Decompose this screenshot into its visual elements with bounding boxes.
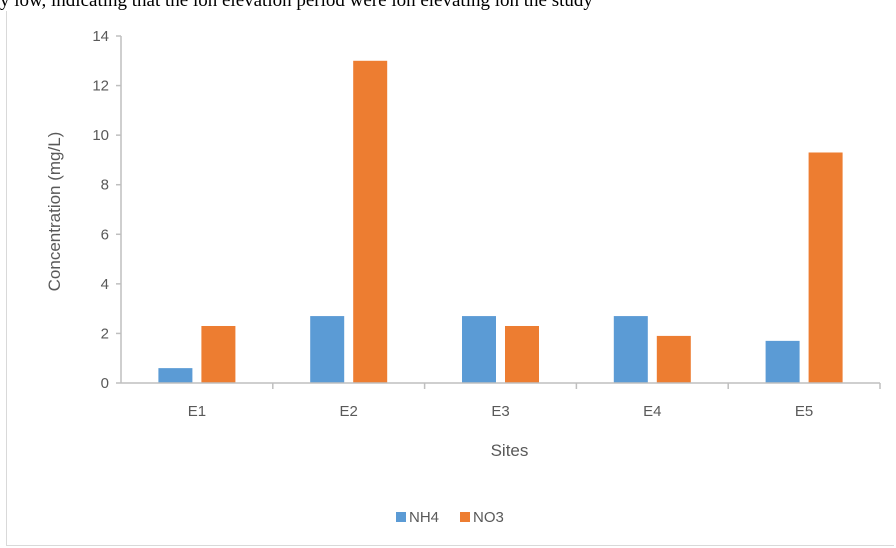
y-tick-label: 6 — [101, 226, 109, 243]
y-tick-label: 12 — [92, 78, 109, 95]
bar-nh4-e1 — [158, 368, 193, 383]
legend-swatch-nh4 — [396, 512, 406, 522]
y-tick-label: 2 — [101, 325, 109, 342]
chart-frame — [6, 11, 894, 546]
y-axis-ticks: 0 2 4 6 8 10 12 14 — [92, 28, 121, 392]
bars — [158, 60, 843, 384]
bar-no3-e5 — [808, 152, 843, 383]
bar-no3-e3 — [505, 325, 539, 383]
y-axis-title: Concentration (mg/L) — [45, 132, 64, 292]
x-tick-label: E2 — [340, 403, 358, 420]
bar-nh4-e5 — [765, 340, 800, 383]
y-tick-label: 4 — [101, 276, 109, 293]
y-tick-label: 8 — [101, 177, 109, 194]
x-tick-label: E3 — [491, 403, 509, 420]
x-tick-label: E5 — [795, 403, 813, 420]
x-axis-ticks: E1 E2 E3 E4 E5 — [188, 383, 881, 420]
bar-nh4-e3 — [462, 316, 496, 383]
x-axis-title: Sites — [491, 441, 529, 460]
caption-fragment: y low, indicating that the ion elevation… — [0, 0, 593, 11]
y-tick-label: 0 — [101, 375, 109, 392]
legend: NH4 NO3 — [396, 509, 504, 526]
x-tick-label: E1 — [188, 403, 206, 420]
bar-no3-e4 — [656, 335, 691, 383]
legend-swatch-no3 — [460, 512, 470, 522]
legend-label-no3: NO3 — [473, 509, 504, 526]
bar-no3-e2 — [353, 60, 388, 384]
bar-no3-e1 — [201, 325, 236, 383]
x-tick-label: E4 — [643, 403, 661, 420]
y-tick-label: 10 — [92, 127, 109, 144]
legend-label-nh4: NH4 — [409, 509, 439, 526]
y-tick-label: 14 — [92, 28, 109, 45]
bar-nh4-e2 — [310, 316, 345, 383]
bar-nh4-e4 — [613, 316, 648, 383]
